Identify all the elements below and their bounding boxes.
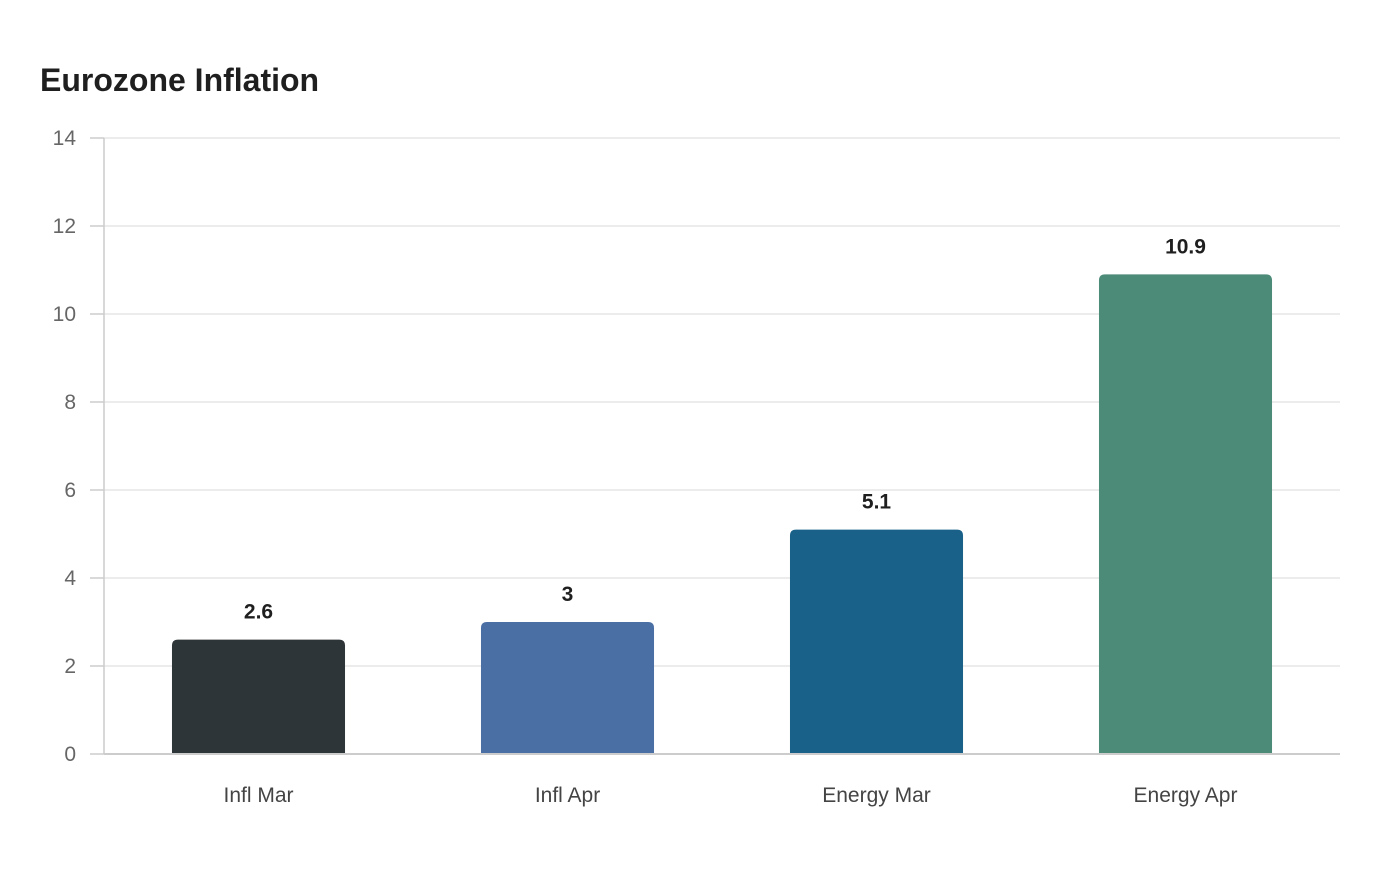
bar-energy-mar: [789, 529, 964, 754]
x-tick-label: Energy Mar: [822, 784, 931, 807]
y-tick-label: 2: [64, 655, 76, 678]
x-tick-label: Energy Apr: [1134, 784, 1238, 807]
y-tick-label: 14: [53, 127, 77, 150]
bar-energy-apr: [1098, 274, 1273, 754]
y-tick-label: 0: [64, 743, 76, 766]
data-label: 3: [562, 583, 574, 606]
bar-infl-apr: [480, 622, 655, 754]
y-axis: 0 2 4 6 8 10 12 14: [53, 127, 105, 766]
y-tick-label: 12: [53, 215, 76, 238]
x-axis: Infl Mar Infl Apr Energy Mar Energy Apr: [104, 753, 1340, 807]
y-tick-label: 8: [64, 391, 76, 414]
y-tick-label: 4: [64, 567, 76, 590]
bar-infl-mar: [171, 639, 346, 754]
y-tick-label: 10: [53, 303, 76, 326]
data-label: 2.6: [244, 601, 273, 624]
x-tick-label: Infl Mar: [223, 784, 293, 807]
bars: 2.6 3 5.1 10.9: [171, 235, 1273, 754]
x-tick-label: Infl Apr: [535, 784, 600, 807]
y-tick-label: 6: [64, 479, 76, 502]
data-label: 5.1: [862, 491, 892, 514]
data-label: 10.9: [1165, 235, 1206, 258]
chart-title: Eurozone Inflation: [40, 62, 320, 98]
